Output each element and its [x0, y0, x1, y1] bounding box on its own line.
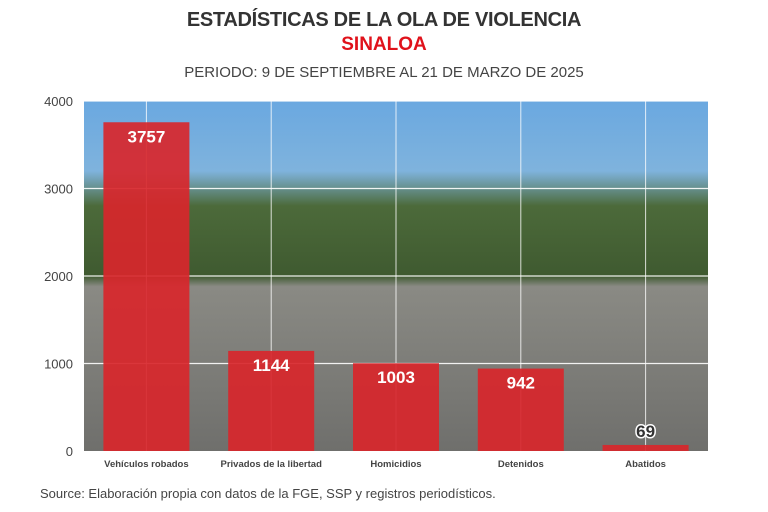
- x-tick-label: Detenidos: [498, 459, 544, 470]
- data-label: 1144: [253, 356, 290, 375]
- data-label: 69: [636, 422, 655, 441]
- chart-period: PERIODO: 9 DE SEPTIEMBRE AL 21 DE MARZO …: [184, 64, 584, 81]
- bar: [103, 122, 190, 451]
- y-tick-label: 2000: [44, 269, 73, 284]
- x-tick-label: Homicidios: [370, 459, 421, 470]
- x-tick-label: Abatidos: [625, 459, 666, 470]
- x-tick-label: Privados de la libertad: [221, 459, 323, 470]
- y-tick-label: 4000: [44, 94, 73, 109]
- y-tick-label: 0: [66, 444, 73, 459]
- bar: [477, 368, 564, 451]
- chart-title: ESTADÍSTICAS DE LA OLA DE VIOLENCIA: [186, 9, 582, 31]
- bar-chart: 0 1000 2000 3000 4000 3757 Vehículos robados 11…: [44, 94, 708, 470]
- bar: [228, 350, 315, 451]
- data-label: 3757: [127, 127, 165, 146]
- y-tick-label: 1000: [44, 357, 73, 372]
- source-note: Source: Elaboración propia con datos de …: [40, 486, 496, 501]
- y-tick-label: 3000: [44, 182, 73, 197]
- x-tick-label: Vehículos robados: [104, 459, 188, 470]
- bar: [353, 363, 439, 451]
- bar: [602, 444, 689, 451]
- data-label: 942: [507, 374, 535, 393]
- chart-subtitle: SINALOA: [341, 34, 427, 55]
- data-label: 1003: [377, 368, 415, 387]
